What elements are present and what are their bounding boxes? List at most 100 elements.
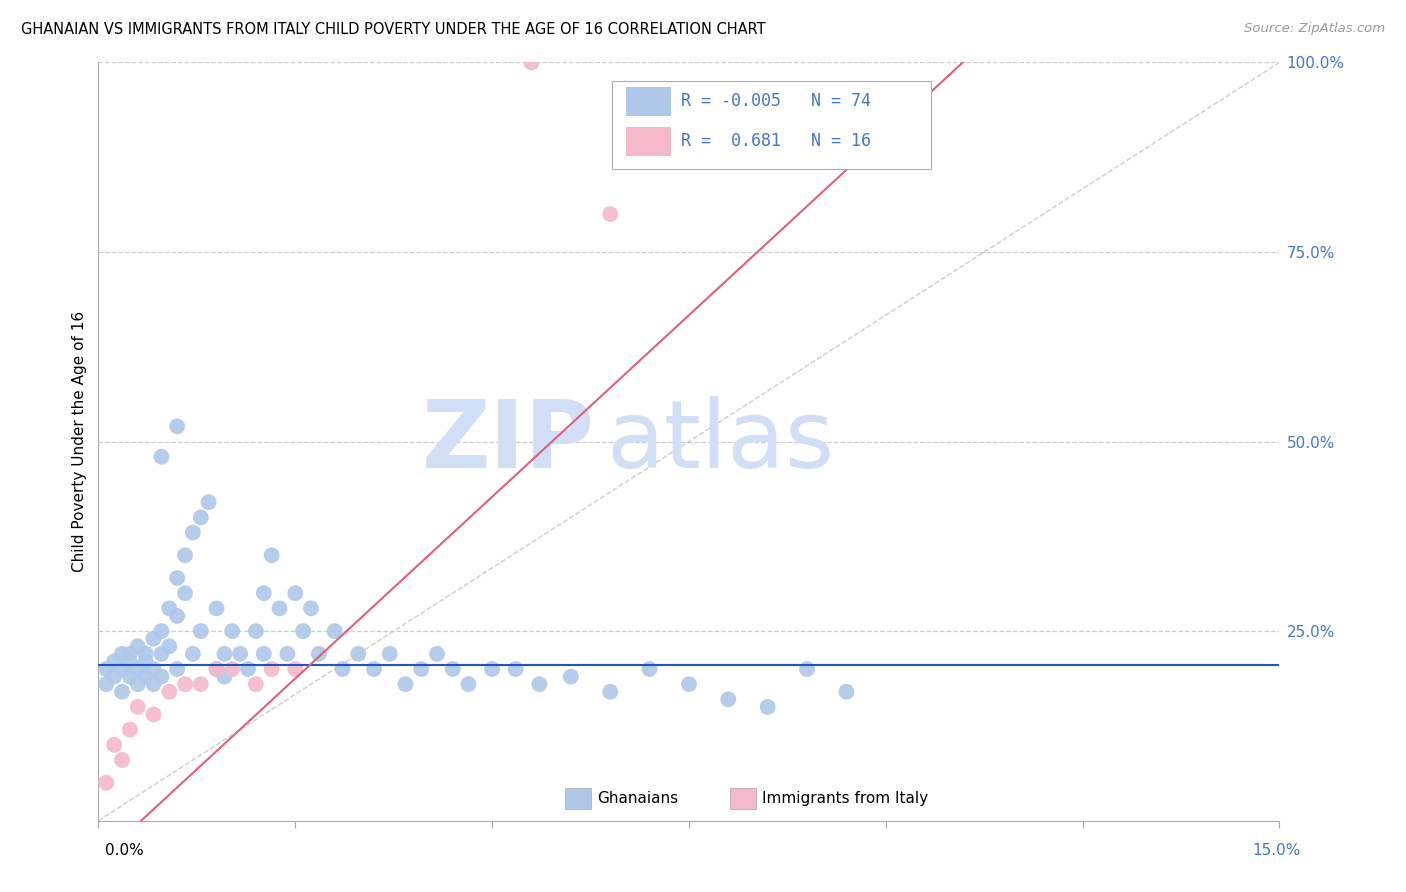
Point <box>292 624 315 639</box>
Y-axis label: Child Poverty Under the Age of 16: Child Poverty Under the Age of 16 <box>72 311 87 572</box>
Text: Source: ZipAtlas.com: Source: ZipAtlas.com <box>1244 22 1385 36</box>
Point <box>205 662 228 676</box>
Point <box>127 662 149 676</box>
Point <box>253 586 276 600</box>
Point <box>96 677 118 691</box>
Point <box>111 685 134 699</box>
Bar <box>565 788 591 809</box>
Point <box>181 647 204 661</box>
Point <box>221 662 243 676</box>
Point <box>347 647 370 661</box>
Point <box>103 669 125 683</box>
Point <box>214 669 236 683</box>
Point <box>135 655 157 669</box>
Point <box>236 662 259 676</box>
Point <box>96 662 118 676</box>
Point <box>190 510 212 524</box>
Point <box>150 647 173 661</box>
Point <box>166 571 188 585</box>
Point <box>135 647 157 661</box>
Point <box>166 608 188 623</box>
Point <box>142 662 165 676</box>
Bar <box>730 788 756 809</box>
Point <box>205 601 228 615</box>
Point <box>150 624 173 639</box>
Point <box>363 662 385 676</box>
Point <box>118 669 141 683</box>
Point <box>111 647 134 661</box>
Point <box>150 450 173 464</box>
Text: ZIP: ZIP <box>422 395 595 488</box>
Point <box>118 723 141 737</box>
Point <box>157 639 180 653</box>
Bar <box>626 87 671 116</box>
Point <box>520 55 543 70</box>
Point <box>260 548 283 563</box>
Point <box>599 685 621 699</box>
Point <box>142 707 165 722</box>
Point <box>103 655 125 669</box>
Point <box>190 624 212 639</box>
Point <box>245 677 267 691</box>
Point <box>229 647 252 661</box>
Point <box>441 662 464 676</box>
Point <box>245 624 267 639</box>
Point <box>284 586 307 600</box>
Point <box>190 677 212 691</box>
Point <box>378 647 401 661</box>
Point <box>678 677 700 691</box>
Point <box>717 692 740 706</box>
Point <box>426 647 449 661</box>
Point <box>166 419 188 434</box>
Point <box>103 738 125 752</box>
Point <box>332 662 354 676</box>
Point <box>276 647 298 661</box>
Point <box>127 639 149 653</box>
Point <box>796 662 818 676</box>
Point <box>174 548 197 563</box>
Point <box>157 601 180 615</box>
Point <box>529 677 551 691</box>
Bar <box>626 127 671 156</box>
Point <box>174 586 197 600</box>
Point <box>96 776 118 790</box>
Point <box>127 699 149 714</box>
Point <box>411 662 433 676</box>
Point <box>221 624 243 639</box>
Point <box>638 662 661 676</box>
Point <box>181 525 204 540</box>
Point <box>127 677 149 691</box>
Point <box>299 601 322 615</box>
Point <box>174 677 197 691</box>
Point <box>457 677 479 691</box>
Point <box>260 662 283 676</box>
Text: atlas: atlas <box>606 395 835 488</box>
Point <box>142 632 165 646</box>
Point <box>308 647 330 661</box>
Point <box>560 669 582 683</box>
Point <box>135 669 157 683</box>
Point <box>150 669 173 683</box>
Text: GHANAIAN VS IMMIGRANTS FROM ITALY CHILD POVERTY UNDER THE AGE OF 16 CORRELATION : GHANAIAN VS IMMIGRANTS FROM ITALY CHILD … <box>21 22 766 37</box>
Point <box>599 207 621 221</box>
Point <box>166 662 188 676</box>
Point <box>214 647 236 661</box>
Point <box>394 677 416 691</box>
Point <box>142 677 165 691</box>
Text: Ghanaians: Ghanaians <box>596 791 678 806</box>
Point <box>111 753 134 767</box>
Point <box>323 624 346 639</box>
Point <box>756 699 779 714</box>
Point <box>835 685 858 699</box>
Point <box>284 662 307 676</box>
Point <box>118 655 141 669</box>
FancyBboxPatch shape <box>612 81 931 169</box>
Text: R =  0.681   N = 16: R = 0.681 N = 16 <box>681 132 870 150</box>
Point <box>118 647 141 661</box>
Point <box>111 662 134 676</box>
Point <box>197 495 219 509</box>
Point <box>253 647 276 661</box>
Point <box>157 685 180 699</box>
Point <box>505 662 527 676</box>
Point <box>205 662 228 676</box>
